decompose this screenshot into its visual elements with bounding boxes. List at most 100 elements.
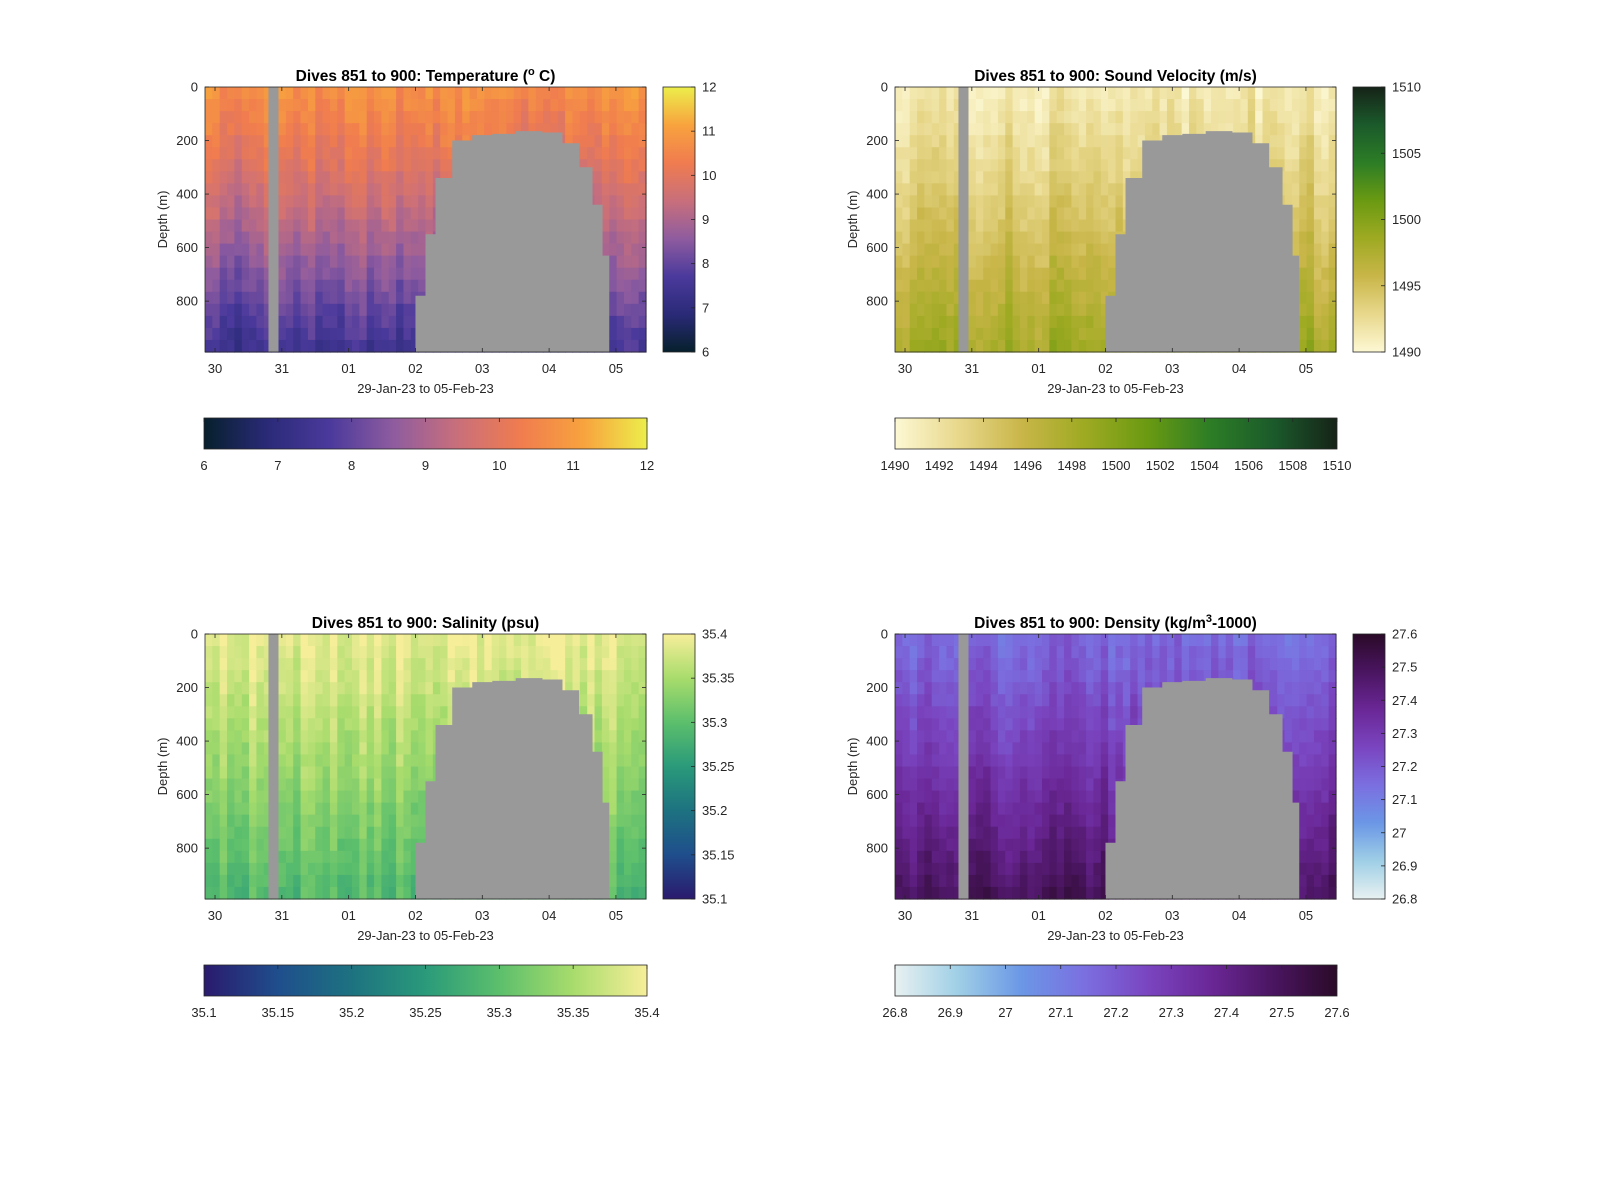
heatmap-cell: [344, 850, 353, 864]
heatmap-cell: [1012, 838, 1021, 852]
heatmap-cell: [1064, 802, 1072, 816]
heatmap-cell: [241, 111, 250, 124]
heatmap-cell: [616, 267, 625, 281]
heatmap-cell: [975, 826, 984, 840]
heatmap-cell: [997, 682, 1006, 695]
heatmap-cell: [344, 682, 353, 695]
chart-title: Dives 851 to 900: Sound Velocity (m/s): [974, 68, 1257, 85]
heatmap-cell: [249, 291, 258, 305]
heatmap-cell: [410, 255, 419, 269]
heatmap-cell: [975, 327, 984, 341]
heatmap-cell: [1027, 706, 1036, 719]
heatmap-cell: [440, 111, 449, 124]
heatmap-cell: [1100, 886, 1109, 900]
heatmap-cell: [396, 135, 405, 148]
heatmap-cell: [909, 826, 918, 840]
heatmap-cell: [931, 658, 940, 671]
heatmap-cell: [968, 862, 977, 876]
heatmap-cell: [990, 826, 999, 840]
heatmap-cell: [1042, 87, 1050, 100]
heatmap-cell: [623, 670, 632, 683]
heatmap-cell: [983, 826, 992, 840]
heatmap-cell: [1027, 171, 1036, 184]
heatmap-cell: [491, 111, 500, 124]
heatmap-cell: [594, 646, 603, 659]
heatmap-cell: [931, 646, 940, 659]
heatmap-cell: [917, 694, 925, 707]
heatmap-cell: [1299, 327, 1308, 341]
heatmap-cell: [381, 742, 390, 756]
heatmap-cell: [1255, 87, 1264, 100]
heatmap-cell: [1100, 207, 1109, 221]
heatmap-cell: [1056, 682, 1065, 695]
heatmap-cell: [1019, 742, 1028, 756]
heatmap-cell: [623, 135, 632, 148]
heatmap-cell: [381, 850, 390, 864]
heatmap-cell: [1137, 718, 1146, 731]
heatmap-cell: [953, 658, 962, 671]
heatmap-cell: [205, 766, 213, 780]
heatmap-cell: [307, 243, 316, 257]
heatmap-cell: [366, 646, 375, 659]
heatmap-cell: [249, 159, 258, 172]
heatmap-cell: [1064, 327, 1072, 341]
heatmap-cell: [990, 802, 999, 816]
heatmap-cell: [256, 826, 265, 840]
heatmap-cell: [329, 315, 338, 329]
heatmap-cell: [616, 327, 625, 341]
heatmap-cell: [300, 159, 309, 172]
heatmap-cell: [241, 243, 250, 257]
heatmap-cell: [1027, 658, 1036, 671]
heatmap-cell: [315, 183, 324, 197]
heatmap-cell: [1056, 790, 1065, 804]
heatmap-cell: [315, 826, 324, 840]
heatmap-cell: [432, 670, 441, 683]
heatmap-cell: [249, 850, 258, 864]
heatmap-cell: [1093, 850, 1102, 864]
heatmap-cell: [388, 682, 397, 695]
heatmap-cell: [219, 219, 228, 233]
heatmap-cell: [219, 646, 228, 659]
heatmap-cell: [1218, 99, 1227, 112]
heatmap-cell: [1122, 718, 1131, 731]
heatmap-cell: [329, 706, 338, 719]
heatmap-cell: [285, 207, 294, 221]
heatmap-cell: [953, 802, 962, 816]
heatmap-cell: [535, 658, 544, 671]
heatmap-cell: [601, 694, 610, 707]
heatmap-cell: [1225, 123, 1234, 136]
heatmap-cell: [256, 886, 265, 900]
x-tick-label: 04: [1232, 361, 1246, 376]
heatmap-cell: [366, 291, 375, 305]
heatmap-cell: [1078, 862, 1087, 876]
heatmap-cell: [1049, 123, 1058, 136]
heatmap-cell: [1108, 183, 1117, 197]
heatmap-cell: [432, 694, 441, 707]
heatmap-cell: [278, 171, 287, 184]
heatmap-cell: [1306, 183, 1315, 197]
heatmap-cell: [315, 99, 324, 112]
heatmap-cell: [1064, 87, 1072, 100]
heatmap-cell: [366, 195, 375, 209]
heatmap-cell: [1152, 99, 1161, 112]
heatmap-cell: [1064, 159, 1072, 172]
heatmap-cell: [1181, 87, 1190, 100]
heatmap-cell: [249, 315, 258, 329]
heatmap-cell: [1042, 303, 1050, 317]
heatmap-cell: [212, 315, 221, 329]
heatmap-cell: [366, 99, 375, 112]
heatmap-cell: [352, 339, 360, 353]
heatmap-cell: [300, 826, 309, 840]
heatmap-cell: [990, 303, 999, 317]
heatmap-cell: [1012, 87, 1021, 100]
x-tick-label: 31: [275, 908, 289, 923]
heatmap-cell: [609, 339, 618, 353]
heatmap-cell: [227, 159, 235, 172]
heatmap-cell: [219, 291, 228, 305]
heatmap-cell: [293, 303, 302, 317]
heatmap-cell: [1034, 219, 1043, 233]
heatmap-cell: [447, 658, 456, 671]
heatmap-cell: [1306, 327, 1315, 341]
heatmap-cell: [256, 706, 265, 719]
heatmap-cell: [909, 267, 918, 281]
